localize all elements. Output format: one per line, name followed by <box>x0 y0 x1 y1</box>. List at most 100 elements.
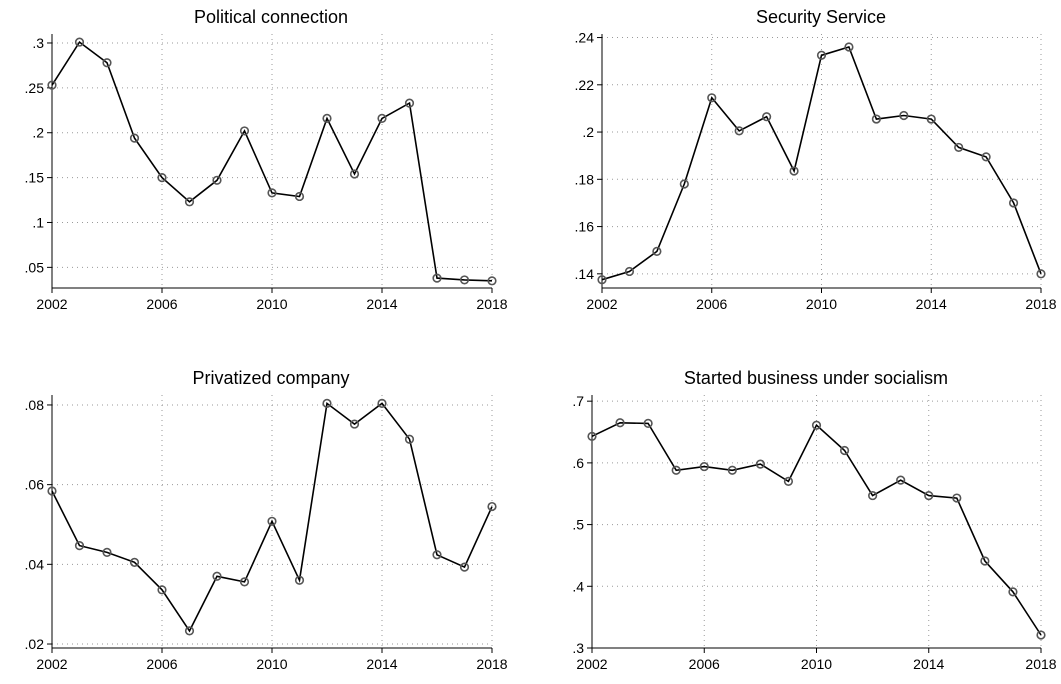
x-tick-label: 2006 <box>146 296 177 312</box>
data-point <box>487 501 497 512</box>
data-point <box>816 50 827 60</box>
x-tick-label: 2014 <box>916 296 947 312</box>
y-tick-label: .16 <box>575 219 595 235</box>
data-point <box>952 493 962 503</box>
data-point <box>1036 630 1046 640</box>
data-point <box>707 93 717 103</box>
data-point <box>643 418 653 428</box>
data-point <box>762 112 772 122</box>
x-tick-label: 2010 <box>806 296 837 312</box>
x-tick-label: 2018 <box>476 656 507 672</box>
y-tick-label: .05 <box>25 259 45 275</box>
x-tick-label: 2002 <box>576 656 607 672</box>
y-tick-label: .25 <box>25 80 45 96</box>
x-tick-label: 2018 <box>1025 656 1056 672</box>
data-point <box>868 490 878 501</box>
data-point <box>184 626 195 636</box>
data-point <box>487 276 497 286</box>
y-tick-label: .15 <box>25 170 45 186</box>
y-tick-label: .24 <box>575 30 595 46</box>
x-tick-label: 2014 <box>366 296 397 312</box>
chart-title: Started business under socialism <box>684 368 948 388</box>
y-tick-label: .14 <box>575 266 595 282</box>
y-tick-label: .18 <box>575 171 595 187</box>
chart-title: Privatized company <box>192 368 349 388</box>
y-tick-label: .6 <box>572 455 584 471</box>
data-point <box>432 273 442 283</box>
data-point <box>459 562 470 572</box>
y-tick-label: .4 <box>572 578 584 594</box>
chart-title: Security Service <box>756 7 886 27</box>
data-point <box>102 547 112 557</box>
data-point <box>924 490 934 501</box>
data-point <box>102 58 112 68</box>
data-point <box>294 575 305 585</box>
data-point <box>811 420 822 430</box>
data-point <box>699 461 709 472</box>
data-point <box>184 197 195 207</box>
data-point <box>74 541 85 551</box>
x-tick-label: 2002 <box>36 656 67 672</box>
data-point <box>734 126 744 136</box>
data-point <box>239 577 250 587</box>
data-point <box>212 175 222 185</box>
y-tick-label: .04 <box>25 556 45 572</box>
panel-political-connection: Political connection .05 .1 .15 .2 .25 .3 2002… <box>25 7 508 312</box>
x-tick-label: 2018 <box>1025 296 1056 312</box>
x-tick-label: 2014 <box>913 656 944 672</box>
y-tick-label: .1 <box>32 214 44 230</box>
data-point <box>432 550 442 560</box>
data-point <box>839 445 850 456</box>
data-point <box>624 266 635 277</box>
y-tick-label: .3 <box>572 640 584 656</box>
data-point <box>377 113 387 123</box>
data-point <box>844 42 854 52</box>
series-line <box>51 40 493 282</box>
gridlines <box>601 34 1042 288</box>
data-point <box>322 113 332 123</box>
data-point <box>239 126 250 136</box>
y-tick-label: .22 <box>575 77 595 93</box>
data-point <box>267 516 277 526</box>
panel-privatized-company: Privatized company .02 .04 .06 .08 2002 2006 2… <box>25 368 508 672</box>
data-point <box>871 114 881 124</box>
data-point <box>671 465 681 475</box>
x-tick-label: 2018 <box>476 296 507 312</box>
series-line <box>51 401 493 633</box>
data-point <box>377 398 387 408</box>
chart-title: Political connection <box>194 7 348 27</box>
y-tick-label: .5 <box>572 517 584 533</box>
data-point <box>47 486 57 496</box>
y-tick-label: .06 <box>25 477 45 493</box>
x-tick-label: 2006 <box>689 656 720 672</box>
data-point <box>980 556 990 566</box>
x-tick-label: 2010 <box>801 656 832 672</box>
panel-security-service: Security Service .14 .16 .18 .2 .22 .24 2002 20… <box>575 7 1057 312</box>
data-point <box>926 114 936 124</box>
series-line <box>591 421 1042 636</box>
data-point <box>899 110 909 121</box>
x-tick-label: 2010 <box>256 296 287 312</box>
data-point <box>129 133 140 143</box>
y-tick-label: .2 <box>582 124 594 140</box>
data-point <box>1036 269 1046 279</box>
data-point <box>981 152 991 162</box>
data-point <box>129 557 140 567</box>
data-point <box>1008 587 1018 597</box>
data-point <box>727 465 737 475</box>
data-point <box>755 459 765 469</box>
data-point <box>597 275 607 285</box>
data-point <box>157 585 167 595</box>
data-point <box>267 188 277 198</box>
data-point <box>783 476 794 486</box>
y-tick-label: .02 <box>25 636 45 652</box>
data-point <box>679 179 689 189</box>
data-point <box>349 169 360 179</box>
data-point <box>954 142 964 153</box>
data-point <box>157 173 167 183</box>
gridlines <box>51 34 493 288</box>
data-point <box>404 434 415 444</box>
data-point <box>587 431 597 441</box>
y-tick-label: .08 <box>25 397 45 413</box>
